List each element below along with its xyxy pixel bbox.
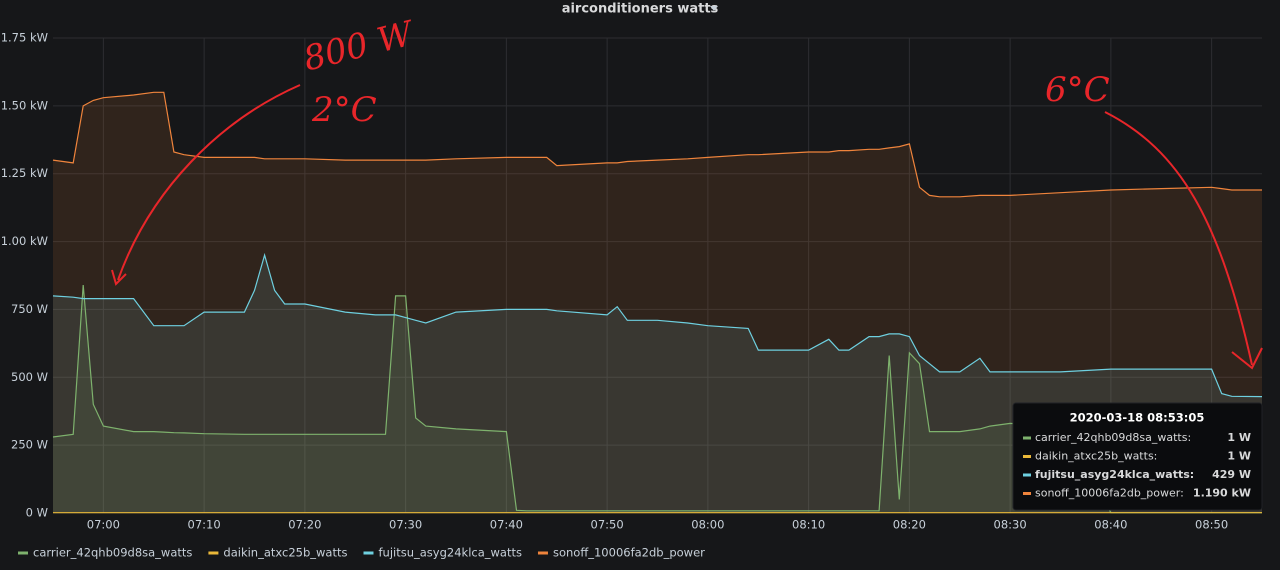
tooltip-value: 1 W: [1227, 450, 1251, 463]
series-line: [52, 284, 1262, 514]
tooltip-label: fujitsu_asyg24klca_watts:: [1035, 468, 1194, 481]
grid: 0 W 250 W 500 W 750 W 1.00 kW 1.25 kW 1.50 kW 1…: [1, 31, 1262, 532]
series-line: [52, 91, 1262, 198]
y-tick-label: 1.75 kW: [1, 31, 48, 45]
series-area: [53, 92, 1262, 514]
series-area: [53, 255, 1262, 513]
y-tick-label: 750 W: [11, 302, 48, 316]
y-tick-label: 500 W: [11, 370, 48, 384]
plot: [52, 91, 1263, 514]
tooltip-box: [1012, 402, 1263, 511]
legend-label[interactable]: daikin_atxc25b_watts: [223, 546, 347, 560]
legend-label[interactable]: sonoff_10006fa2db_power: [553, 546, 705, 560]
x-tick-label: 08:50: [1195, 518, 1228, 532]
annotation: 6°C: [1045, 70, 1110, 110]
annotation-arrow: [1104, 111, 1253, 366]
x-tick-label: 07:20: [288, 518, 321, 532]
x-tick-label: 07:00: [87, 518, 120, 532]
y-tick-label: 250 W: [11, 438, 48, 452]
y-tick-label: 1.25 kW: [1, 166, 48, 180]
y-tick-label: 0 W: [26, 506, 48, 520]
y-tick-label: 1.00 kW: [1, 234, 48, 248]
x-tick-label: 07:30: [389, 518, 422, 532]
x-tick-label: 08:00: [691, 518, 724, 532]
tooltip-value: 429 W: [1212, 468, 1251, 481]
x-tick-label: 07:50: [591, 518, 624, 532]
chart-title[interactable]: airconditioners watts: [562, 2, 719, 17]
series-area: [53, 285, 1262, 513]
legend-label[interactable]: carrier_42qhb09d8sa_watts: [33, 546, 192, 560]
x-tick-label: 07:40: [490, 518, 523, 532]
series-line: [52, 252, 1263, 398]
annotation: 800 W: [300, 13, 420, 79]
tooltip-label: carrier_42qhb09d8sa_watts:: [1035, 431, 1191, 444]
title-caret[interactable]: [710, 6, 718, 11]
x-tick-label: 08:30: [994, 518, 1027, 532]
x-tick-label: 08:10: [792, 518, 825, 532]
x-tick-label: 08:20: [893, 518, 926, 532]
tooltip-value: 1 W: [1227, 431, 1251, 444]
tooltip-title: 2020-03-18 08:53:05: [1070, 411, 1205, 425]
x-tick-label: 08:40: [1094, 518, 1127, 532]
x-tick-label: 07:10: [188, 518, 221, 532]
annotation-arrow: [117, 84, 301, 281]
tooltip-value: 1.190 kW: [1193, 487, 1251, 500]
tooltip-label: sonoff_10006fa2db_power:: [1035, 487, 1184, 500]
legend: carrier_42qhb09d8sa_watts daikin_atxc25b_…: [18, 546, 705, 560]
annotation: 2°C: [311, 90, 377, 130]
tooltip-label: daikin_atxc25b_watts:: [1035, 450, 1157, 463]
tooltip: 2020-03-18 08:53:05 carrier_42qhb09d8sa_w…: [1012, 402, 1263, 511]
annotation-arrow-head: [1231, 347, 1263, 370]
annotation-arrow-head: [111, 269, 127, 286]
y-tick-label: 1.50 kW: [1, 98, 48, 112]
legend-label[interactable]: fujitsu_asyg24klca_watts: [378, 546, 521, 560]
